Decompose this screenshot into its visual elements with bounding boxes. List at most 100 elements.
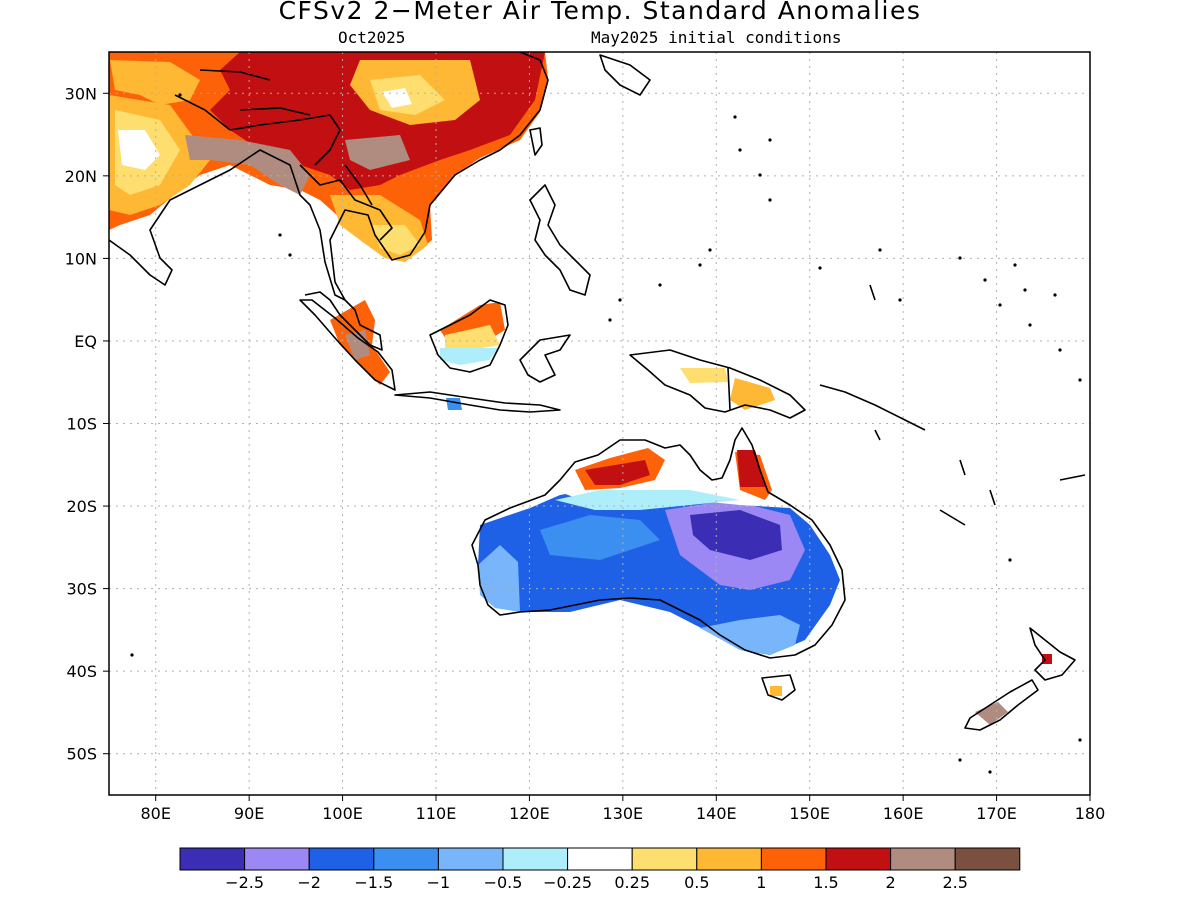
lon-tick-label: 170E [976,804,1017,823]
lon-tick-label: 90E [234,804,264,823]
lon-tick-label: 100E [322,804,363,823]
map-title: CFSv2 2−Meter Air Temp. Standard Anomali… [278,0,922,25]
newzealand-brown-area [975,702,1008,725]
tibet-orange-area [110,60,200,105]
newguinea-yellow-area [680,368,728,383]
island-dot [608,318,612,322]
himalaya-brown-area [185,135,310,195]
malay-peninsula [304,291,383,351]
lat-tick-label: 20S [66,497,97,516]
legend-swatch [502,847,569,871]
legend-label: 2.5 [942,873,967,892]
small-islands [130,93,1082,774]
japan-fragment [599,54,651,96]
legend-swatch [179,847,246,871]
melanesia-islands [819,284,1086,526]
australia-mid-blue [540,515,660,560]
island-dot [1008,558,1012,562]
lat-tick-label: 10N [65,249,97,268]
island-dot [1078,738,1082,742]
tasmania-coast [761,674,796,701]
newzealand-north [1029,627,1076,681]
legend-swatch [696,847,762,871]
lat-tick-label: 40S [66,662,97,681]
newguinea-border [727,367,731,411]
lat-tick-label: 50S [66,745,97,764]
lon-tick-label: 180 [1075,804,1106,823]
sumatra-coast [299,299,396,391]
island-dot [658,283,662,287]
newguinea-coast [629,349,806,419]
legend-label: −2 [297,873,321,892]
newguinea-orange-area [730,378,775,410]
lat-tick-label: 10S [66,415,97,434]
borneo-yellow-area [445,325,500,350]
legend-swatch [437,847,504,871]
island-dot [958,758,962,762]
australia-coast-light-se [700,615,800,655]
island-dot [618,298,622,302]
capeyork-red-area [737,450,766,487]
lon-tick-label: 150E [789,804,830,823]
island-dot [768,138,772,142]
legend-label: −0.25 [543,873,592,892]
forecast-month: Oct2025 [338,28,406,47]
legend-labels: −2.5 −2 −1.5 −1 −0.5 −0.25 0.25 0.5 1 1.5 2 2.5 [225,873,968,892]
lat-tick-label: 30N [65,84,97,103]
island-dot [738,148,742,152]
borneo-coast [429,299,509,373]
legend-swatch [244,847,310,871]
legend-label: 2 [886,873,896,892]
lon-tick-label: 110E [416,804,457,823]
axis-ticks [103,92,1091,801]
legend-swatch [631,847,698,871]
island-dot [1053,293,1057,297]
legend-label: 1 [756,873,766,892]
island-dot [1023,288,1027,292]
island-dot [958,256,962,260]
sulawesi-coast [519,334,571,383]
lon-tick-label: 160E [883,804,924,823]
legend-label: −0.5 [484,873,523,892]
legend-swatch [760,847,827,871]
island-dot [130,653,134,657]
newzealand-south [964,679,1039,731]
legend-swatch [308,847,375,871]
latitude-labels: 30N 20N 10N EQ 10S 20S 30S 40S 50S [65,84,97,763]
graticule [109,52,1090,795]
initial-conditions: May2025 initial conditions [591,28,842,47]
lon-tick-label: 140E [696,804,737,823]
island-dot [1078,378,1082,382]
australia-north-lightblue [555,490,740,510]
lat-tick-label: EQ [74,332,97,351]
indochina-borders [299,164,393,241]
island-dot [998,303,1002,307]
lon-tick-label: 120E [509,804,550,823]
legend-swatch [567,847,633,871]
legend-swatch [373,847,439,871]
india-white-area [118,130,160,170]
australia-coast [471,427,846,659]
island-dot [983,278,987,282]
coastlines [109,52,1086,731]
lat-tick-label: 20N [65,167,97,186]
color-legend [179,847,1021,871]
legend-swatch [890,847,956,871]
island-dot [878,248,882,252]
island-dot [898,298,902,302]
lat-tick-label: 30S [66,580,97,599]
anomaly-shading [109,52,1052,725]
java-cool-spot [446,398,462,410]
tasmania-yellow-spot [770,686,782,696]
island-dot [178,93,182,97]
legend-label: −2.5 [225,873,264,892]
philippines-coast [529,184,591,296]
island-dot [698,263,702,267]
island-dot [733,115,737,119]
island-dot [1013,263,1017,267]
legend-label: 0.25 [614,873,650,892]
china-brown-area [345,135,410,170]
lon-tick-label: 130E [603,804,644,823]
island-dot [288,253,292,257]
island-dot [1058,348,1062,352]
